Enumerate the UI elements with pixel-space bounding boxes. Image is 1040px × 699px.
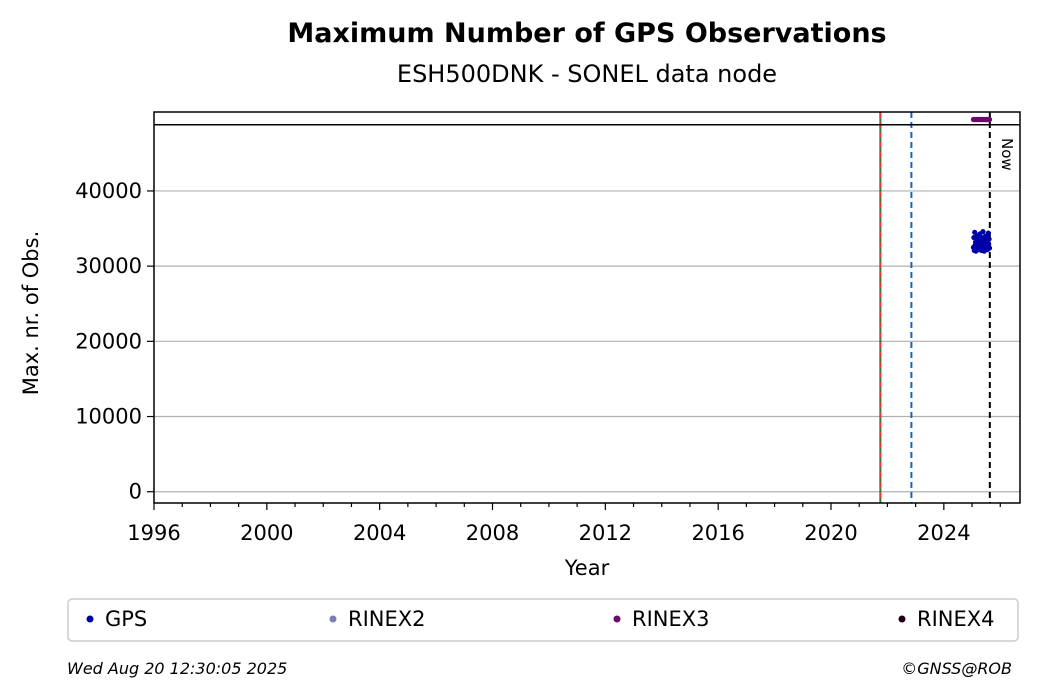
legend-marker-gps [86,615,94,623]
vertical-markers [879,112,991,503]
point-gps [972,229,978,235]
y-tick-label: 20000 [75,329,142,353]
footer-timestamp: Wed Aug 20 12:30:05 2025 [67,659,287,678]
x-tick-label: 2024 [917,521,970,545]
legend-label-rinex2: RINEX2 [348,607,426,631]
x-tick-label: 2012 [579,521,632,545]
grid-lines [154,190,1020,493]
plot-frame-rect [153,111,1021,504]
y-tick-label: 40000 [75,179,142,203]
data-points [970,116,993,254]
footer-credit: ©GNSS@ROB [901,659,1012,678]
x-tick-label: 2020 [804,521,857,545]
legend-label-gps: GPS [105,607,147,631]
point-gps [986,245,993,251]
x-axis-label: Year [564,556,610,580]
point-gps [985,230,991,236]
y-tick-label: 0 [129,480,142,504]
legend-marker-rinex2 [329,615,337,623]
y-axis-label: Max. nr. of Obs. [19,231,43,396]
x-tick-label: 2000 [240,521,293,545]
legend-box [67,598,1019,642]
y-axis-ticks: 0 10000 20000 30000 40000 [75,179,154,504]
point-gps [986,236,992,242]
x-tick-label: 1996 [127,521,180,545]
x-tick-label: 2016 [691,521,744,545]
plot-frame [153,111,1021,504]
y-tick-label: 30000 [75,254,142,278]
x-axis-ticks: 1996 2000 2004 2008 2012 2016 2020 2024 [127,503,1001,545]
chart-title: Maximum Number of GPS Observations [287,18,886,49]
chart-subtitle: ESH500DNK - SONEL data node [397,60,777,88]
legend-marker-rinex4 [898,615,906,623]
legend-marker-rinex3 [613,615,621,623]
legend-label-rinex4: RINEX4 [917,607,995,631]
x-tick-label: 2004 [353,521,406,545]
y-tick-label: 10000 [75,405,142,429]
legend: GPS RINEX2 RINEX3 RINEX4 [67,598,1019,642]
point-gps [980,228,986,235]
x-tick-label: 2008 [466,521,519,545]
point-rinex3 [986,116,993,123]
legend-label-rinex3: RINEX3 [632,607,710,631]
now-label: Now [998,138,1016,171]
